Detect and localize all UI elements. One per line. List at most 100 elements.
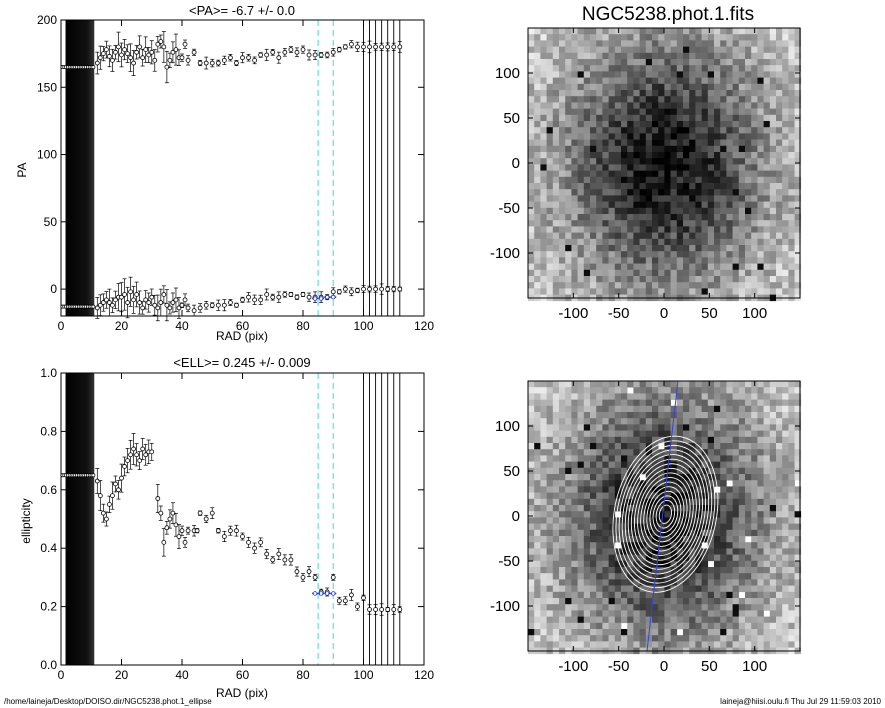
image-pixel (540, 201, 547, 209)
image-pixel (794, 83, 802, 91)
image-pixel (664, 616, 671, 624)
image-pixel (689, 133, 696, 140)
image-pixel (726, 641, 733, 648)
image-pixel (732, 405, 740, 413)
image-pixel (670, 560, 678, 568)
image-pixel (571, 282, 578, 289)
image-pixel (540, 158, 547, 165)
image-pixel (732, 449, 740, 456)
image-pixel (614, 492, 622, 500)
image-pixel (614, 536, 622, 543)
image-pixel (621, 573, 628, 580)
image-pixel (583, 158, 591, 165)
image-pixel (676, 474, 684, 481)
image-pixel (608, 139, 616, 147)
image-pixel (751, 436, 758, 444)
image-pixel (714, 257, 721, 264)
image-pixel (627, 164, 634, 171)
image-pixel (738, 251, 746, 258)
image-pixel (676, 436, 684, 444)
image-pixel (714, 214, 721, 221)
image-pixel (639, 591, 647, 599)
image-pixel (577, 108, 585, 116)
image-pixel (670, 616, 678, 624)
image-pixel (565, 59, 572, 66)
image-pixel (738, 498, 746, 506)
image-pixel (701, 201, 709, 209)
image-pixel (738, 523, 746, 531)
image-pixel (534, 480, 541, 487)
image-pixel (788, 158, 795, 165)
image-pixel (689, 59, 696, 66)
data-point (179, 528, 185, 534)
image-pixel (590, 573, 597, 580)
image-pixel (664, 573, 671, 580)
image-pixel (546, 474, 554, 481)
image-pixel (769, 517, 777, 524)
image-pixel (707, 276, 715, 283)
image-pixel (540, 145, 547, 153)
image-pixel (596, 170, 603, 178)
image-pixel (689, 616, 696, 624)
image-pixel (652, 436, 659, 444)
image-pixel (583, 238, 591, 246)
image-pixel (633, 158, 640, 165)
image-pixel (738, 412, 746, 419)
image-pixel (559, 288, 566, 295)
image-pixel (670, 108, 678, 116)
image-pixel (763, 598, 771, 605)
image-pixel (608, 405, 616, 413)
image-pixel (763, 238, 771, 246)
image-pixel (670, 238, 678, 246)
image-pixel (608, 77, 616, 85)
image-pixel (695, 505, 702, 512)
image-pixel (676, 59, 684, 66)
image-pixel (788, 430, 795, 438)
image-pixel (565, 622, 572, 630)
image-pixel (769, 40, 777, 47)
image-pixel (695, 443, 702, 450)
image-pixel (540, 102, 547, 109)
image-pixel (664, 133, 671, 140)
image-pixel (627, 505, 634, 512)
image-pixel (614, 461, 622, 469)
image-pixel (546, 127, 554, 134)
image-pixel (689, 598, 696, 605)
image-pixel (627, 610, 634, 617)
image-pixel (590, 83, 597, 91)
image-pixel (645, 158, 653, 165)
image-pixel (652, 610, 659, 617)
image-pixel (732, 641, 740, 648)
image-pixel (608, 492, 616, 500)
image-pixel (552, 635, 560, 642)
image-pixel (540, 523, 547, 531)
image-pixel (633, 263, 640, 271)
data-point (355, 44, 360, 50)
image-pixel (627, 399, 634, 407)
image-pixel (782, 405, 789, 413)
image-pixel (726, 498, 733, 506)
image-pixel (745, 455, 752, 462)
image-pixel (658, 40, 665, 47)
image-pixel (670, 467, 678, 475)
data-point (107, 300, 112, 305)
image-pixel (757, 133, 764, 140)
image-pixel (714, 59, 721, 66)
image-pixel (670, 604, 678, 611)
image-pixel (621, 449, 628, 456)
image-pixel (528, 381, 535, 388)
image-pixel (571, 176, 578, 184)
image-pixel (683, 77, 690, 85)
image-pixel (534, 65, 541, 72)
image-pixel (590, 288, 597, 295)
image-pixel (769, 585, 777, 593)
image-pixel (621, 176, 628, 184)
image-pixel (608, 387, 616, 394)
image-pixel (565, 83, 572, 91)
image-pixel (763, 226, 771, 233)
image-pixel (602, 523, 609, 531)
image-pixel (590, 387, 597, 394)
image-pixel (652, 158, 659, 165)
data-point (342, 598, 348, 604)
image-pixel (590, 629, 597, 636)
